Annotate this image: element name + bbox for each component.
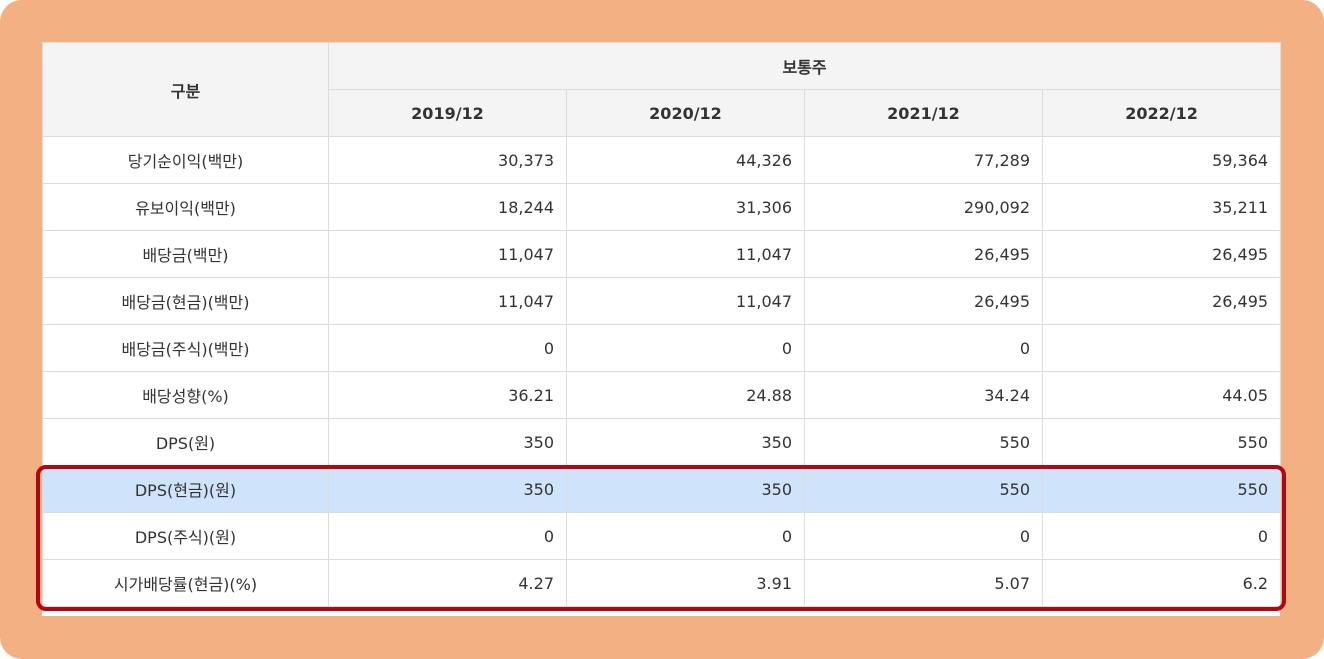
row-label: 배당금(백만) — [42, 230, 329, 278]
dividend-table: 구분 보통주 2019/12 2020/12 2021/12 2022/12 당… — [42, 42, 1282, 607]
table-cell: 550 — [804, 418, 1043, 466]
table-row: 유보이익(백만) 18,244 31,306 290,092 35,211 — [42, 183, 1282, 231]
table-cell: 6.2 — [1041, 559, 1282, 607]
table-cell: 350 — [566, 418, 805, 466]
header-row-periods: 2019/12 2020/12 2021/12 2022/12 — [43, 89, 1282, 137]
table-header: 구분 보통주 2019/12 2020/12 2021/12 2022/12 — [42, 42, 1282, 137]
table-cell: 0 — [804, 512, 1043, 560]
table-cell: 350 — [328, 418, 567, 466]
period-header: 2019/12 — [328, 89, 567, 137]
table-cell: 550 — [1041, 465, 1282, 513]
table-cell: 11,047 — [328, 277, 567, 325]
table-cell: 34.24 — [804, 371, 1043, 419]
table-row: 시가배당률(현금)(%) 4.27 3.91 5.07 6.2 — [42, 559, 1282, 607]
table-cell: 0 — [804, 324, 1043, 372]
table-cell: 350 — [328, 465, 567, 513]
table-cell: 350 — [566, 465, 805, 513]
table-cell: 0 — [328, 324, 567, 372]
category-header: 구분 — [42, 42, 329, 137]
table-cell: 3.91 — [566, 559, 805, 607]
table-row: 배당금(주식)(백만) 0 0 0 — [42, 324, 1282, 372]
table-cell: 30,373 — [328, 136, 567, 184]
row-label: 배당금(현금)(백만) — [42, 277, 329, 325]
table-cell: 36.21 — [328, 371, 567, 419]
table-row: DPS(주식)(원) 0 0 0 0 — [42, 512, 1282, 560]
table-cell: 26,495 — [804, 230, 1043, 278]
row-label: 배당성향(%) — [42, 371, 329, 419]
table-cell: 26,495 — [804, 277, 1043, 325]
table-cell: 0 — [566, 324, 805, 372]
table-cell: 550 — [1041, 418, 1282, 466]
table-cell: 11,047 — [566, 277, 805, 325]
table-row: 배당성향(%) 36.21 24.88 34.24 44.05 — [42, 371, 1282, 419]
table-cell: 18,244 — [328, 183, 567, 231]
common-stock-header: 보통주 — [327, 42, 1282, 90]
table-cell: 0 — [328, 512, 567, 560]
table-row: 배당금(백만) 11,047 11,047 26,495 26,495 — [42, 230, 1282, 278]
table-cell: 0 — [566, 512, 805, 560]
table-row: 당기순이익(백만) 30,373 44,326 77,289 59,364 — [42, 136, 1282, 184]
row-label: 유보이익(백만) — [42, 183, 329, 231]
table-cell: 550 — [804, 465, 1043, 513]
table-row: 배당금(현금)(백만) 11,047 11,047 26,495 26,495 — [42, 277, 1282, 325]
table-row: DPS(원) 350 350 550 550 — [42, 418, 1282, 466]
table-cell: 59,364 — [1041, 136, 1282, 184]
row-label: 시가배당률(현금)(%) — [42, 559, 329, 607]
period-header: 2021/12 — [804, 89, 1043, 137]
row-label: DPS(원) — [42, 418, 329, 466]
table-row-selected[interactable]: DPS(현금)(원) 350 350 550 550 — [42, 465, 1282, 513]
table-cell: 77,289 — [804, 136, 1043, 184]
table-cell: 11,047 — [566, 230, 805, 278]
table-body: 당기순이익(백만) 30,373 44,326 77,289 59,364 유보… — [42, 136, 1282, 607]
table-cell: 26,495 — [1041, 277, 1282, 325]
row-label: 배당금(주식)(백만) — [42, 324, 329, 372]
row-label: DPS(주식)(원) — [42, 512, 329, 560]
table-cell: 44.05 — [1041, 371, 1282, 419]
table-cell: 4.27 — [328, 559, 567, 607]
row-label: DPS(현금)(원) — [42, 465, 329, 513]
table-cell: 290,092 — [804, 183, 1043, 231]
table-cell: 24.88 — [566, 371, 805, 419]
table-cell: 31,306 — [566, 183, 805, 231]
header-row-group: 구분 보통주 — [42, 42, 1282, 137]
period-header: 2022/12 — [1041, 89, 1282, 137]
table-cell: 0 — [1041, 512, 1282, 560]
table-cell: 11,047 — [328, 230, 567, 278]
table-cell: 35,211 — [1041, 183, 1282, 231]
table-cell: 44,326 — [566, 136, 805, 184]
table-cell: 5.07 — [804, 559, 1043, 607]
table-cell — [1041, 324, 1282, 372]
row-label: 당기순이익(백만) — [42, 136, 329, 184]
table-cell: 26,495 — [1041, 230, 1282, 278]
period-header: 2020/12 — [566, 89, 805, 137]
